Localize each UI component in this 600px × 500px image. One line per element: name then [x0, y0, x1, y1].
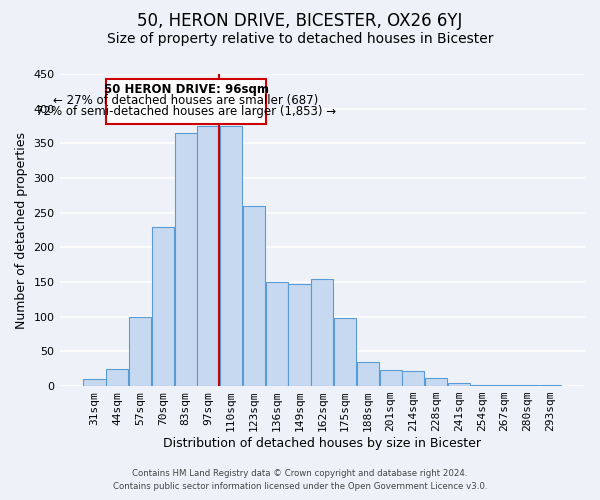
Bar	[448, 384, 470, 386]
Text: 50, HERON DRIVE, BICESTER, OX26 6YJ: 50, HERON DRIVE, BICESTER, OX26 6YJ	[137, 12, 463, 30]
Text: 50 HERON DRIVE: 96sqm: 50 HERON DRIVE: 96sqm	[104, 83, 269, 96]
Text: ← 27% of detached houses are smaller (687): ← 27% of detached houses are smaller (68…	[53, 94, 319, 107]
Bar	[403, 371, 424, 386]
Bar	[220, 126, 242, 386]
Bar	[357, 362, 379, 386]
Y-axis label: Number of detached properties: Number of detached properties	[15, 132, 28, 328]
Bar	[289, 284, 311, 386]
Bar	[243, 206, 265, 386]
Bar	[129, 316, 151, 386]
Bar	[493, 384, 515, 386]
X-axis label: Distribution of detached houses by size in Bicester: Distribution of detached houses by size …	[163, 437, 481, 450]
Bar	[197, 126, 220, 386]
Bar	[83, 379, 106, 386]
Bar	[106, 368, 128, 386]
Bar	[311, 278, 334, 386]
Bar	[380, 370, 401, 386]
Bar	[152, 226, 174, 386]
Bar	[470, 384, 493, 386]
Bar	[266, 282, 288, 386]
Bar	[175, 133, 197, 386]
Bar	[106, 79, 266, 124]
Text: Contains HM Land Registry data © Crown copyright and database right 2024.
Contai: Contains HM Land Registry data © Crown c…	[113, 469, 487, 491]
Bar	[334, 318, 356, 386]
Bar	[425, 378, 447, 386]
Text: 72% of semi-detached houses are larger (1,853) →: 72% of semi-detached houses are larger (…	[36, 105, 336, 118]
Text: Size of property relative to detached houses in Bicester: Size of property relative to detached ho…	[107, 32, 493, 46]
